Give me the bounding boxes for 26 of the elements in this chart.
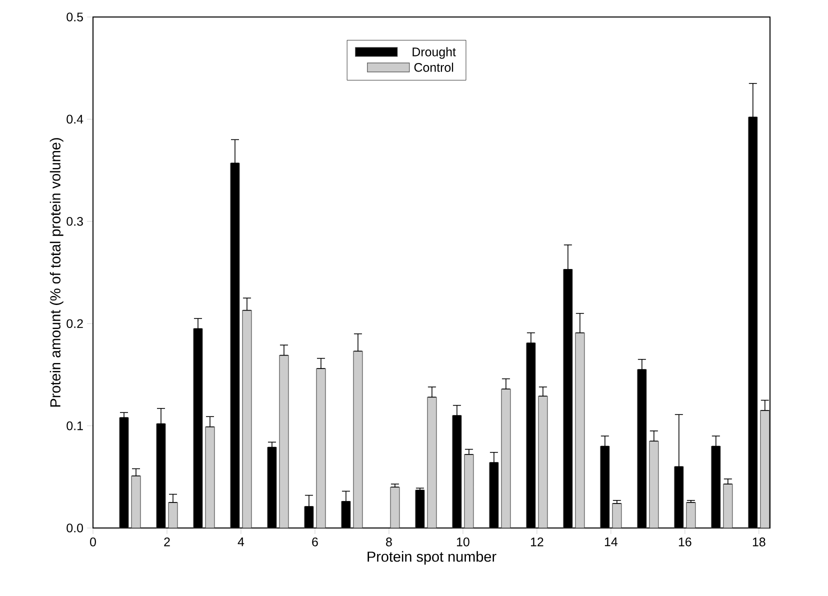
y-tick-label: 0.2: [66, 319, 83, 328]
y-tick-label: 0.5: [66, 12, 83, 22]
legend-label: Drought: [412, 47, 456, 59]
bar: [464, 454, 474, 528]
y-tick-label: 0.4: [66, 114, 84, 124]
x-tick-label: 16: [678, 538, 692, 546]
y-tick-label: 0.1: [66, 421, 83, 430]
x-tick-label: 18: [752, 538, 766, 546]
bar: [760, 410, 770, 528]
bar: [723, 484, 733, 528]
x-tick-label: 4: [238, 538, 244, 546]
bar: [686, 502, 696, 528]
x-tick-label: 2: [164, 538, 170, 546]
bar: [612, 503, 622, 528]
bar: [168, 502, 178, 528]
x-tick-label: 6: [312, 538, 318, 546]
x-tick-label: 8: [386, 538, 392, 546]
x-axis-title: Protein spot number: [368, 551, 496, 565]
legend-label: Control: [414, 62, 454, 72]
y-axis-title: Protein amount (% of total protein volume): [50, 138, 64, 407]
x-tick-label: 0: [90, 538, 96, 546]
x-tick-label: 14: [604, 538, 618, 546]
x-tick-label: 10: [456, 538, 470, 546]
y-tick-label: 0.3: [66, 217, 83, 226]
y-tick-label: 0.0: [66, 524, 83, 532]
x-tick-label: 12: [530, 538, 544, 546]
